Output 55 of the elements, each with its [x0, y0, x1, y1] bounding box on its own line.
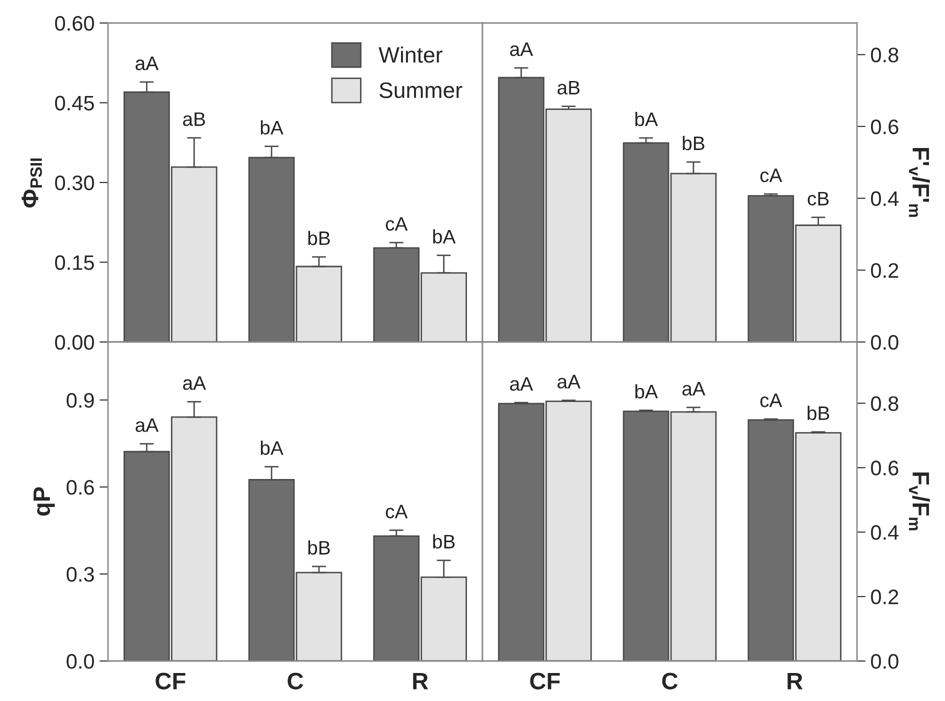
data-label: bB	[308, 540, 330, 555]
y-tick-label: 0.45	[55, 96, 94, 111]
y-tick-label: 0.0	[66, 654, 94, 669]
x-tick-label: C	[662, 672, 678, 690]
data-label: cA	[760, 168, 782, 182]
data-label: aA	[510, 42, 534, 56]
data-label: aA	[183, 376, 206, 390]
y-tick-label: 0.6	[66, 480, 94, 495]
y-tick-label: 0.8	[871, 48, 898, 62]
y-tick-label: 0.15	[55, 255, 94, 270]
data-label: cA	[386, 504, 408, 518]
data-label: cB	[808, 192, 829, 206]
legend-label: Winter	[378, 46, 442, 63]
x-tick-label: R	[788, 672, 803, 690]
y-axis-title: F$_{v}$/F$_{m}$	[908, 472, 930, 530]
legend-label: Summer	[380, 82, 462, 98]
data-label: aA	[136, 418, 159, 432]
x-tick-label: CF	[530, 672, 560, 690]
y-tick-label: 0.6	[871, 460, 898, 476]
y-tick-label: 0.2	[871, 590, 898, 604]
y-tick-label: 0.6	[871, 119, 898, 134]
data-label: aA	[136, 56, 159, 70]
y-tick-label: 0.0	[871, 335, 898, 350]
data-label: bB	[308, 230, 330, 246]
data-label: aA	[558, 374, 580, 389]
y-tick-label: 0.4	[871, 525, 899, 540]
data-label: cA	[386, 217, 408, 231]
data-label: bA	[260, 440, 284, 455]
y-tick-label: 0.30	[55, 176, 94, 190]
data-label: bA	[433, 229, 456, 244]
x-tick-label: R	[413, 672, 428, 690]
data-label: aA	[510, 377, 534, 391]
y-tick-label: 0.9	[66, 393, 94, 408]
data-label: bB	[808, 406, 830, 420]
y-tick-label: 0.8	[871, 396, 898, 411]
y-axis-title: qP	[34, 487, 55, 516]
y-axis-title: F'$_{v}$/F'$_{m}$	[908, 148, 930, 217]
x-tick-label: C	[288, 672, 304, 690]
y-tick-label: 0.0	[871, 654, 898, 669]
data-label: cA	[760, 394, 782, 408]
y-tick-label: 0.60	[55, 16, 94, 31]
data-label: bB	[433, 534, 455, 549]
y-tick-label: 0.4	[871, 191, 899, 206]
y-tick-label: 0.2	[871, 263, 898, 278]
y-axis-title: Φ$_{PSII}$	[22, 158, 42, 208]
data-label: bA	[635, 112, 658, 126]
data-label: aB	[183, 112, 205, 126]
data-label: bA	[260, 120, 284, 135]
data-label: aB	[558, 80, 580, 95]
data-label: aA	[682, 382, 706, 396]
data-label: bB	[682, 136, 704, 150]
y-tick-label: 0.3	[66, 567, 94, 582]
data-label: bA	[635, 384, 658, 398]
x-tick-label: CF	[156, 672, 186, 690]
y-tick-label: 0.00	[55, 335, 94, 350]
